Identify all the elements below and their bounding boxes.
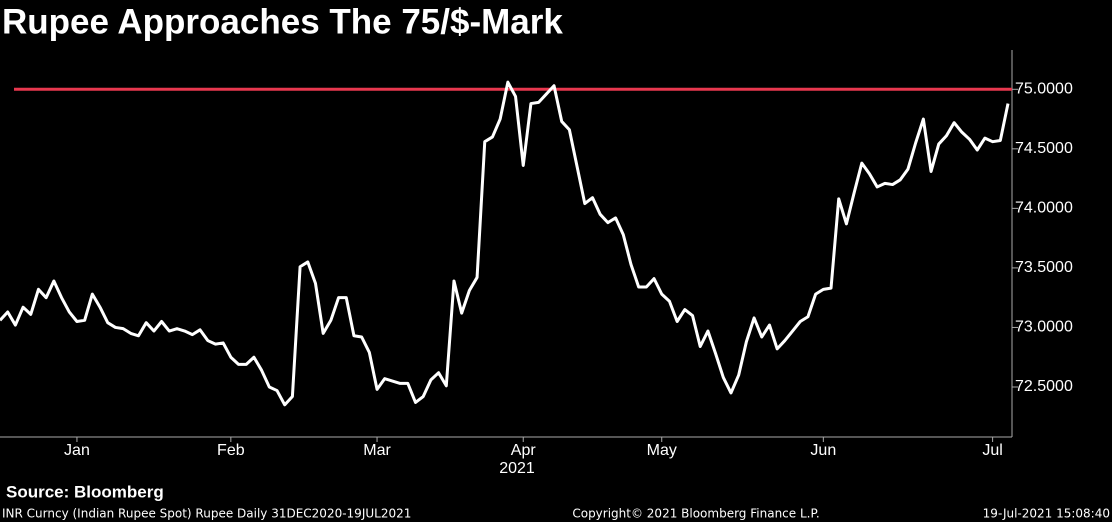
source: Source: Bloomberg <box>6 482 164 501</box>
y-tick-label: 75.0000 <box>1015 81 1073 98</box>
x-tick-label: Jan <box>64 442 90 459</box>
footer-right: 19-Jul-2021 15:08:40 <box>983 507 1110 521</box>
price-line <box>0 80 1010 407</box>
y-tick-label: 72.5000 <box>1015 378 1073 395</box>
x-tick-label: Mar <box>363 442 391 459</box>
x-axis-label: 2021 <box>499 460 535 477</box>
footer-center: Copyright© 2021 Bloomberg Finance L.P. <box>572 507 819 521</box>
x-tick-label: Apr <box>511 442 537 459</box>
y-tick-label: 74.0000 <box>1015 200 1073 217</box>
chart-title: Rupee Approaches The 75/$-Mark <box>2 2 563 41</box>
footer-left: INR Curncy (Indian Rupee Spot) Rupee Dai… <box>2 507 411 521</box>
x-tick-label: May <box>647 442 677 459</box>
x-tick-label: Jul <box>982 442 1002 459</box>
y-tick-label: 73.5000 <box>1015 259 1073 276</box>
x-tick-label: Jun <box>810 442 836 459</box>
x-tick-label: Feb <box>217 442 245 459</box>
y-tick-label: 74.5000 <box>1015 140 1073 157</box>
y-tick-label: 73.0000 <box>1015 319 1073 336</box>
